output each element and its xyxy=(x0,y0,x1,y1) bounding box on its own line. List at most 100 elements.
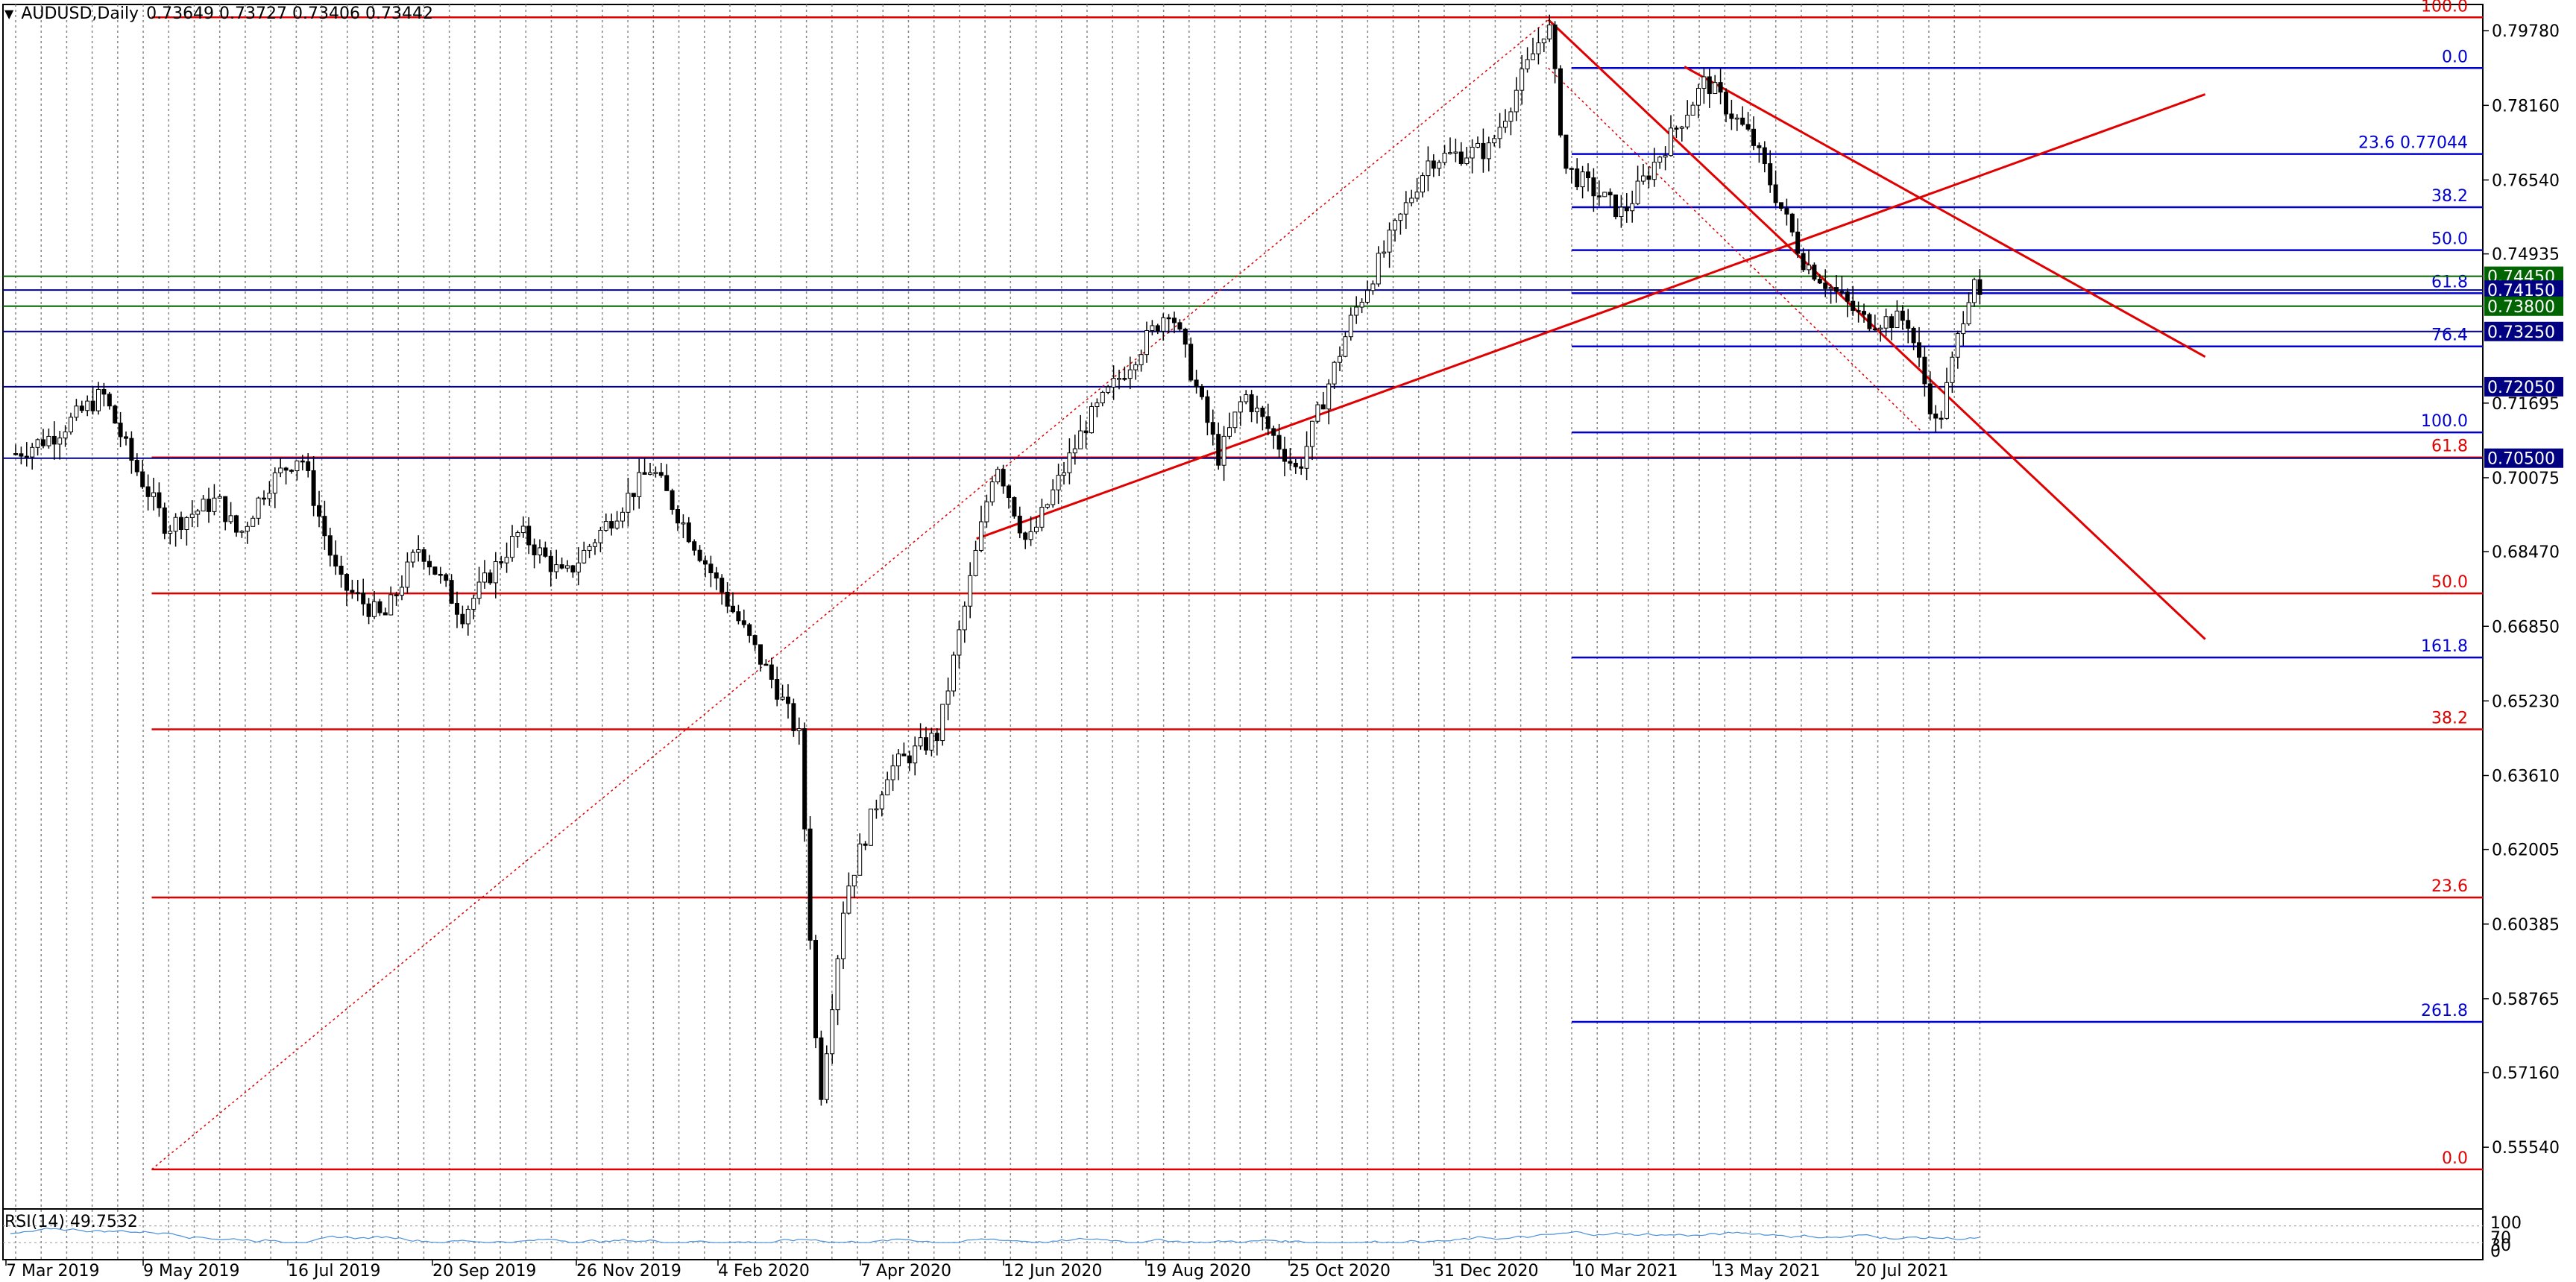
candle-body xyxy=(1966,302,1971,325)
candle-body xyxy=(1437,162,1442,169)
candle-body xyxy=(1867,314,1872,329)
candle-body xyxy=(1845,291,1850,302)
candle-body xyxy=(1729,113,1734,119)
candle-body xyxy=(438,573,443,576)
candle-body xyxy=(1541,38,1546,44)
candle-body xyxy=(327,535,333,556)
candle-body xyxy=(1563,134,1569,169)
candle-body xyxy=(598,530,603,543)
ohlc-values: 0.73649 0.73727 0.73406 0.73442 xyxy=(146,4,433,23)
candle-body xyxy=(217,496,222,499)
candle-body xyxy=(1955,333,1960,358)
candle-body xyxy=(736,611,741,622)
candle-body xyxy=(239,531,245,533)
candle-body xyxy=(1476,142,1480,148)
trend-line xyxy=(1684,66,2206,359)
x-tick-label: 19 Aug 2020 xyxy=(1146,1262,1251,1281)
candle-body xyxy=(614,520,620,529)
candle-body xyxy=(1139,354,1144,365)
candle-body xyxy=(857,843,863,876)
candle-body xyxy=(593,542,597,547)
candle-body xyxy=(1911,327,1916,344)
fib-label-blue: 161.8 xyxy=(2421,637,2468,656)
candle-body xyxy=(957,629,962,656)
x-tick-label: 4 Feb 2020 xyxy=(718,1262,810,1281)
candle-body xyxy=(57,438,63,445)
candle-body xyxy=(719,578,725,593)
candle-body xyxy=(1586,171,1590,179)
candle-body xyxy=(1387,230,1392,253)
candle-body xyxy=(1834,287,1839,292)
candle-body xyxy=(1426,160,1431,177)
candle-body xyxy=(835,958,840,1011)
candle-body xyxy=(995,469,1001,482)
candle-body xyxy=(907,755,912,764)
candle-body xyxy=(421,549,426,562)
candle-body xyxy=(74,405,79,418)
candle-body xyxy=(134,460,139,473)
x-tick-label: 7 Mar 2019 xyxy=(6,1262,99,1281)
candle-body xyxy=(1155,325,1160,332)
candle-body xyxy=(1034,526,1039,532)
candle-body xyxy=(1784,207,1789,215)
candle-body xyxy=(1039,507,1045,528)
candle-body xyxy=(1106,386,1111,393)
candle-body xyxy=(1166,317,1171,320)
candle-body xyxy=(228,515,233,522)
collapse-icon[interactable]: ▼ xyxy=(4,7,14,21)
candle-body xyxy=(1812,265,1817,280)
candle-body xyxy=(432,566,438,575)
candle-body xyxy=(1713,82,1718,95)
candle-body xyxy=(1917,342,1921,358)
candle-body xyxy=(1343,336,1348,357)
candle-body xyxy=(1089,405,1094,434)
y-tick-label: 0.63610 xyxy=(2492,767,2560,786)
candle-body xyxy=(195,511,201,515)
candle-body xyxy=(962,605,967,631)
candle-body xyxy=(576,562,581,573)
candle-body xyxy=(1127,369,1133,379)
candle-body xyxy=(1382,251,1387,254)
candle-body xyxy=(1078,430,1083,449)
candle-body xyxy=(267,493,272,499)
candle-body xyxy=(168,531,173,534)
candle-body xyxy=(157,492,162,508)
candle-body xyxy=(1961,323,1966,335)
candle-body xyxy=(1718,82,1723,93)
candle-body xyxy=(388,594,394,616)
price-tag-label: 0.73250 xyxy=(2487,323,2555,342)
candle-body xyxy=(1872,328,1877,331)
candle-body xyxy=(322,516,327,537)
candle-body xyxy=(499,561,504,563)
candle-body xyxy=(1757,145,1762,148)
candle-body xyxy=(1773,184,1778,203)
candle-body xyxy=(444,574,449,581)
candle-body xyxy=(1133,364,1139,370)
candle-body xyxy=(1161,317,1166,332)
candle-body xyxy=(272,472,277,494)
candle-body xyxy=(1596,195,1602,198)
candle-body xyxy=(1497,127,1502,139)
candle-body xyxy=(1403,202,1408,215)
candle-body xyxy=(289,470,294,472)
candle-body xyxy=(1745,124,1751,130)
x-tick-label: 9 May 2019 xyxy=(143,1262,239,1281)
candle-body xyxy=(1182,329,1188,345)
fib-label-blue: 50.0 xyxy=(2431,230,2468,249)
candle-body xyxy=(41,439,45,446)
candle-body xyxy=(1569,168,1574,170)
candle-body xyxy=(63,431,68,439)
x-tick-label: 26 Nov 2019 xyxy=(576,1262,681,1281)
x-tick-label: 16 Jul 2019 xyxy=(288,1262,381,1281)
candle-body xyxy=(471,598,476,610)
candle-body xyxy=(796,728,802,731)
candle-body xyxy=(830,1009,835,1055)
candle-body xyxy=(372,601,377,617)
candle-body xyxy=(1536,42,1541,54)
candle-body xyxy=(1359,301,1364,308)
y-tick-label: 0.58765 xyxy=(2492,991,2560,1009)
candle-body xyxy=(1613,195,1618,218)
candle-body xyxy=(1028,531,1033,540)
candle-body xyxy=(1017,515,1022,534)
